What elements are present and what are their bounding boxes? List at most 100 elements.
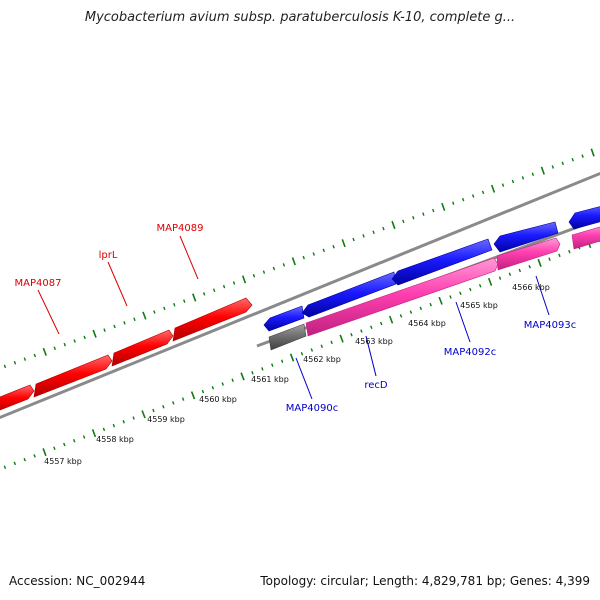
gene-label-recd[interactable]: recD — [364, 380, 388, 391]
gene-label-lprl[interactable]: lprL — [99, 250, 118, 261]
minor-tick — [508, 272, 512, 277]
minor-tick — [518, 268, 522, 273]
forward-gene-labels: MAP4087 lprL MAP4089 — [15, 223, 204, 335]
minor-tick — [429, 302, 432, 307]
minor-tick — [152, 408, 155, 413]
backbone-lines — [0, 171, 600, 420]
reverse-genes-lower — [268, 224, 600, 351]
genome-title: Mycobacterium avium subsp. paratuberculo… — [84, 10, 516, 25]
minor-tick — [561, 161, 564, 166]
minor-tick — [133, 317, 136, 322]
minor-tick — [13, 461, 17, 466]
gene-arrow-blue[interactable] — [493, 221, 559, 253]
leader-line — [455, 301, 471, 343]
scale-labels: 4557 kbp 4558 kbp 4559 kbp 4560 kbp 4561… — [44, 283, 550, 466]
minor-tick — [332, 244, 335, 249]
major-tick — [391, 220, 396, 230]
minor-tick — [82, 435, 86, 439]
minor-tick — [251, 370, 254, 375]
gene-arrow-red[interactable] — [111, 329, 174, 367]
minor-tick — [322, 248, 325, 253]
minor-tick — [262, 270, 266, 274]
pseudo-gene-grey[interactable] — [268, 323, 307, 351]
minor-tick — [232, 281, 236, 285]
gene-label-map4092c[interactable]: MAP4092c — [444, 347, 496, 358]
major-tick — [487, 277, 493, 286]
minor-tick — [33, 353, 37, 358]
minor-tick — [399, 314, 403, 318]
leader-line — [37, 289, 60, 335]
minor-tick — [3, 364, 7, 369]
scale-label-4561: 4561 kbp — [251, 375, 289, 384]
reverse-genes-upper — [263, 204, 600, 332]
scale-label-4558: 4558 kbp — [96, 435, 134, 444]
minor-tick — [362, 234, 365, 238]
minor-tick — [501, 183, 505, 187]
minor-tick — [3, 465, 7, 469]
scale-label-4560: 4560 kbp — [199, 395, 237, 404]
minor-tick — [360, 329, 363, 333]
major-tick — [388, 315, 394, 324]
minor-tick — [478, 283, 482, 288]
minor-tick — [282, 263, 286, 267]
major-tick — [142, 311, 147, 320]
gene-arrow-red[interactable] — [0, 384, 35, 414]
minor-tick — [181, 397, 185, 401]
minor-tick — [122, 420, 125, 424]
major-tick — [190, 391, 196, 400]
minor-tick — [103, 328, 106, 332]
gene-label-map4090c[interactable]: MAP4090c — [286, 403, 338, 414]
minor-tick — [231, 378, 234, 382]
minor-tick — [302, 255, 305, 260]
minor-tick — [211, 386, 215, 390]
minor-tick — [63, 442, 66, 447]
gene-label-map4087[interactable]: MAP4087 — [15, 278, 62, 289]
gene-arrow-blue[interactable] — [568, 204, 600, 230]
minor-tick — [280, 359, 284, 364]
minor-tick — [469, 287, 472, 292]
major-tick — [92, 329, 97, 338]
gene-arrow-pink[interactable] — [496, 237, 561, 271]
major-tick — [490, 184, 496, 193]
major-tick — [141, 410, 146, 419]
leader-line — [179, 235, 199, 280]
minor-tick — [123, 321, 126, 325]
major-tick — [291, 257, 296, 266]
minor-tick — [449, 295, 452, 299]
major-tick — [241, 275, 247, 284]
leader-line — [107, 261, 128, 307]
minor-tick — [382, 226, 385, 231]
minor-tick — [481, 190, 485, 195]
minor-tick — [132, 416, 135, 420]
minor-tick — [73, 339, 76, 343]
minor-tick — [183, 299, 186, 303]
gene-arrow-red[interactable] — [172, 297, 253, 342]
minor-tick — [498, 276, 502, 280]
minor-tick — [202, 292, 206, 296]
minor-tick — [153, 310, 156, 314]
minor-tick — [409, 310, 413, 314]
gene-label-map4093c[interactable]: MAP4093c — [524, 320, 576, 331]
forward-genes — [0, 297, 253, 414]
major-tick — [192, 293, 197, 302]
minor-tick — [271, 363, 274, 367]
minor-tick — [422, 212, 425, 216]
major-tick — [42, 347, 47, 356]
scale-label-4565: 4565 kbp — [460, 301, 498, 310]
minor-tick — [312, 252, 315, 256]
minor-tick — [102, 427, 106, 432]
minor-tick — [459, 291, 462, 295]
minor-tick — [471, 194, 475, 198]
tick-track-lower — [3, 238, 600, 469]
minor-tick — [531, 172, 535, 176]
gene-arrow-red[interactable] — [33, 354, 113, 398]
gene-arrow-blue[interactable] — [391, 238, 493, 286]
minor-tick — [113, 324, 116, 329]
gene-arrow-pink[interactable] — [305, 257, 499, 337]
minor-tick — [379, 321, 383, 326]
gene-arrow-pink[interactable] — [571, 224, 600, 250]
minor-tick — [53, 446, 56, 451]
major-tick — [289, 353, 295, 362]
gene-label-map4089[interactable]: MAP4089 — [157, 223, 204, 234]
major-tick — [438, 296, 443, 305]
